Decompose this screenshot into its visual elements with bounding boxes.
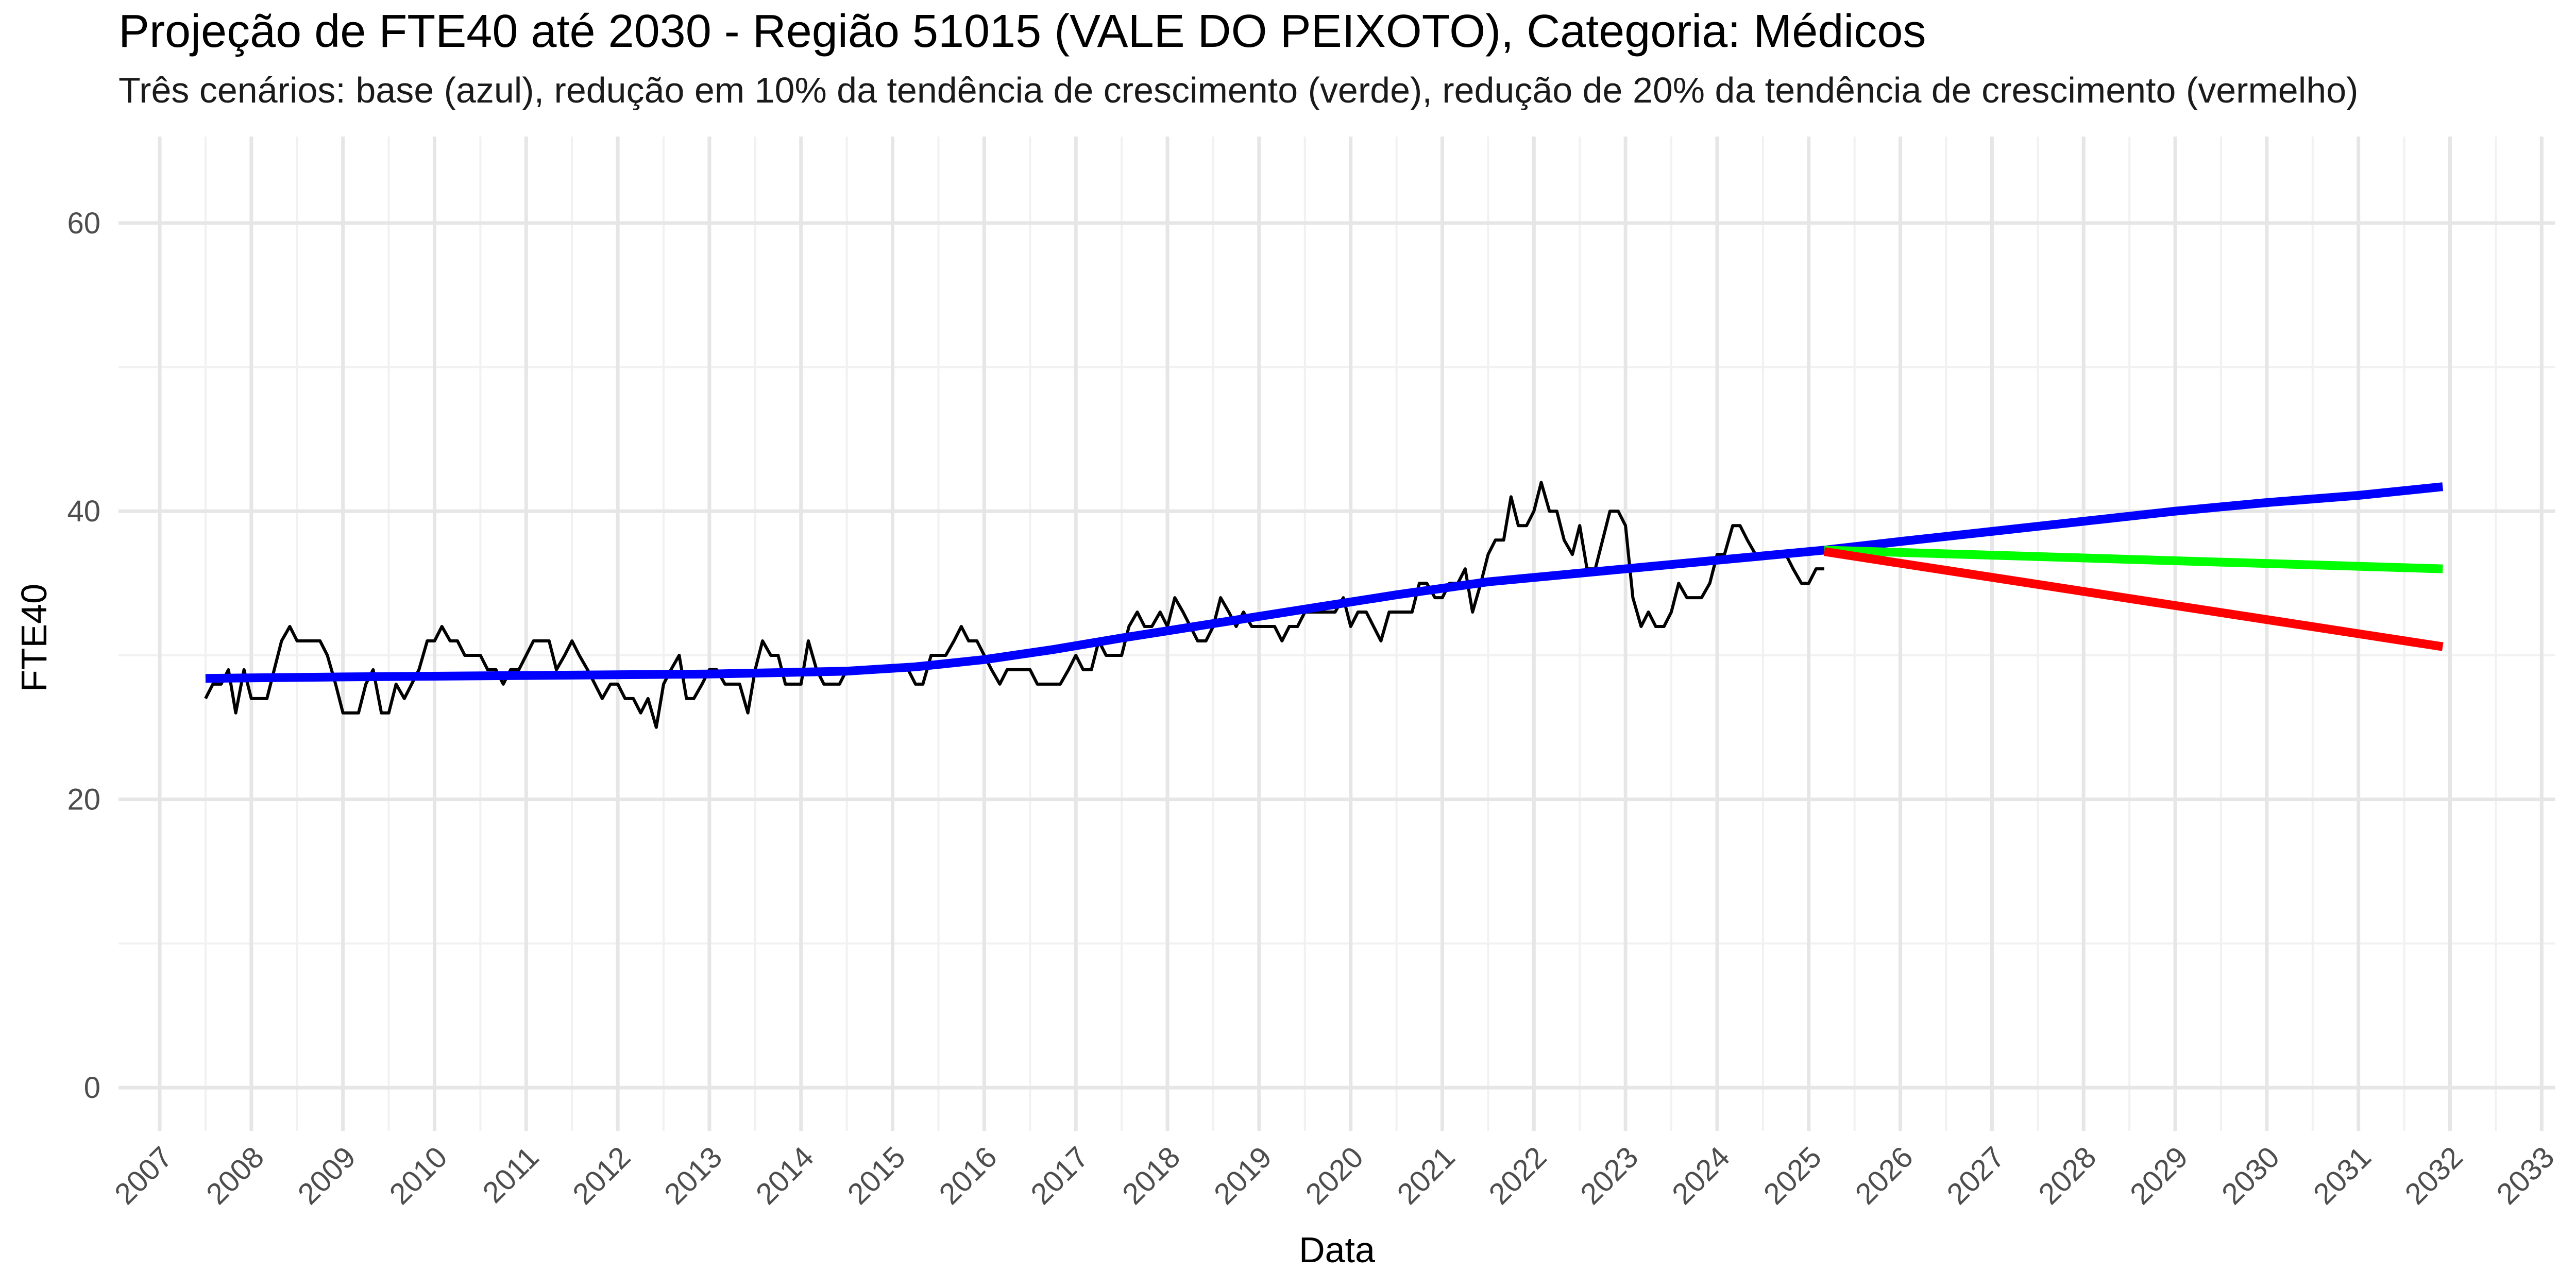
series-layer [204,481,2444,729]
series-line-observed [204,481,1824,729]
x-tick-label: 2024 [1666,1140,1736,1211]
x-tick-label: 2014 [750,1140,820,1211]
x-tick-label: 2020 [1299,1140,1370,1211]
y-tick-label: 20 [67,783,100,817]
x-axis-title: Data [1299,1230,1375,1270]
y-tick-label: 60 [67,207,100,240]
x-tick-label: 2031 [2307,1140,2378,1211]
x-tick-label: 2015 [841,1140,912,1211]
x-tick-label: 2009 [292,1140,362,1211]
x-tick-label: 2028 [2032,1140,2103,1211]
x-tick-label: 2025 [1757,1140,1828,1211]
x-tick-label: 2029 [2124,1140,2194,1211]
x-tick-label: 2030 [2215,1140,2286,1211]
chart-subtitle: Três cenários: base (azul), redução em 1… [118,70,2359,110]
chart-title: Projeção de FTE40 até 2030 - Região 5101… [118,6,1926,57]
series-line-reducao_20 [1823,547,2444,651]
series-line-reducao_10 [1824,546,2443,573]
x-tick-label: 2023 [1574,1140,1645,1211]
x-tick-label: 2010 [383,1140,453,1211]
series-line-base [205,482,2444,683]
x-tick-label: 2032 [2398,1140,2469,1211]
x-tick-label: 2017 [1024,1140,1095,1211]
x-tick-label: 2007 [108,1140,179,1211]
x-tick-label: 2019 [1208,1140,1278,1211]
x-tick-label: 2012 [566,1140,637,1211]
x-tick-label: 2008 [200,1140,270,1211]
y-axis-tick-labels: 0 20 40 60 [67,207,100,1105]
x-tick-label: 2011 [476,1140,545,1209]
y-tick-label: 0 [84,1071,100,1105]
x-tick-label: 2018 [1116,1140,1187,1211]
y-axis-title: FTE40 [14,584,54,692]
x-tick-label: 2022 [1482,1140,1553,1211]
x-tick-label: 2026 [1849,1140,1920,1211]
x-axis-tick-labels: 2007 2008 2009 2010 2011 2012 2013 2014 2015 2016… [108,1140,2561,1211]
x-tick-label: 2027 [1940,1140,2011,1211]
x-tick-label: 2013 [658,1140,728,1211]
x-tick-label: 2016 [933,1140,1003,1211]
x-tick-label: 2033 [2490,1140,2561,1211]
y-tick-label: 40 [67,495,100,528]
minor-gridlines [118,137,2555,1131]
x-tick-label: 2021 [1391,1140,1461,1211]
major-gridlines [118,137,2555,1131]
